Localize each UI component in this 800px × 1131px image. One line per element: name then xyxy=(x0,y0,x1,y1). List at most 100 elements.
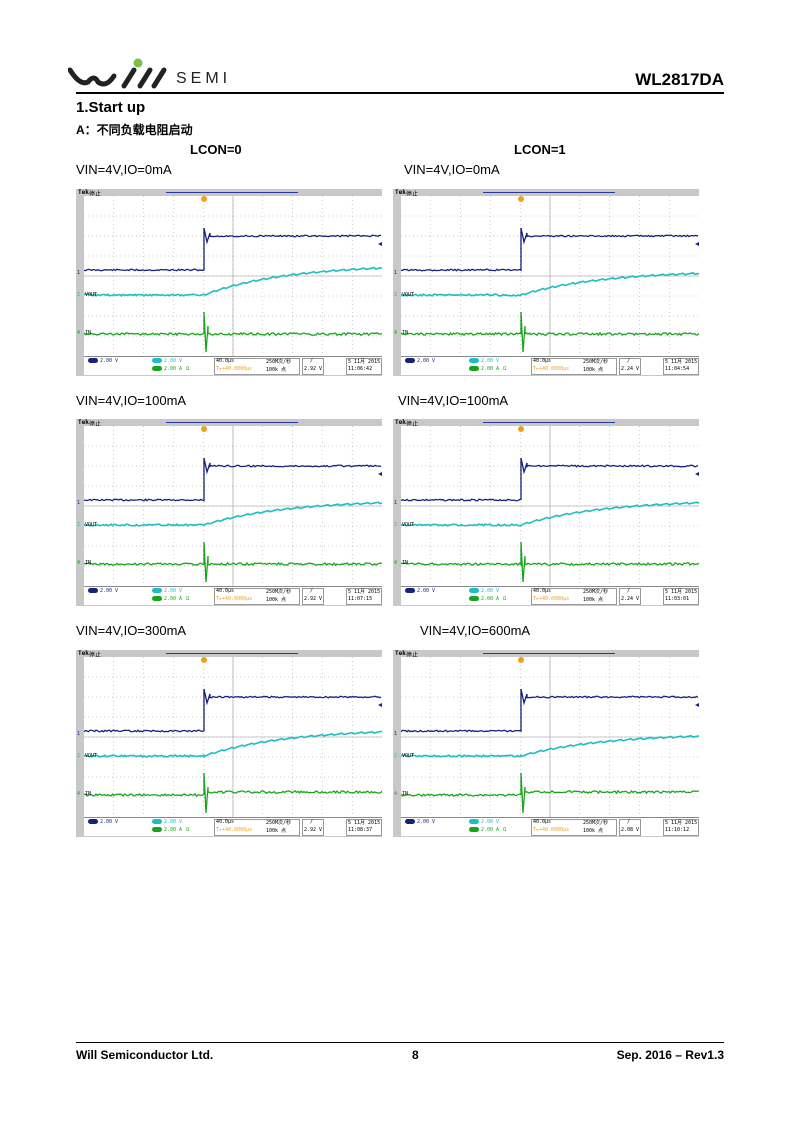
trigger-level: 2.92 V xyxy=(304,366,323,372)
footer-divider xyxy=(76,1042,724,1043)
trigger-level-icon xyxy=(695,242,699,246)
footer-company: Will Semiconductor Ltd. xyxy=(76,1048,214,1062)
ch2-name: VOUT xyxy=(402,522,415,528)
waveform-plot xyxy=(84,657,382,817)
trigger-marker-icon xyxy=(201,657,207,663)
sample-rate: 250M次/秒 xyxy=(266,589,292,595)
scope-caption: VIN=4V,IO=600mA xyxy=(420,623,531,638)
will-logo-icon xyxy=(68,58,167,89)
ch4-scale-value: 2.00 A xyxy=(164,366,183,372)
trigger-level: 2.24 V xyxy=(621,596,640,602)
waveform-plot xyxy=(401,657,699,817)
readout-box xyxy=(531,588,617,605)
ch2-marker: 2 xyxy=(77,522,81,528)
ch2-waveform xyxy=(84,730,382,759)
ch1-marker: 1 xyxy=(77,500,81,506)
ch4-waveform xyxy=(84,311,382,353)
ch1-badge-icon xyxy=(88,819,98,824)
ch1-scale-value: 2.00 V xyxy=(417,358,436,364)
readout-box xyxy=(619,358,641,375)
scope-grid xyxy=(401,196,699,356)
readout-box xyxy=(346,358,382,375)
record-length: 100k 点 xyxy=(583,828,604,834)
trigger-marker-icon xyxy=(518,657,524,663)
trigger-slope: / xyxy=(310,819,314,825)
trigger-slope: / xyxy=(310,358,314,364)
scope-state: 停止 xyxy=(406,421,419,428)
ch2-badge-icon xyxy=(152,358,162,363)
ch2-badge-icon xyxy=(152,819,162,824)
record-length: 100k 点 xyxy=(266,597,287,603)
scope-state: 停止 xyxy=(89,421,102,428)
ch4-marker: 4 xyxy=(394,560,398,566)
trigger-marker-icon xyxy=(201,426,207,432)
readout-box xyxy=(663,819,699,836)
ch4-name: IN xyxy=(402,560,409,566)
ch2-scale: 2.00 V xyxy=(152,358,182,364)
ch2-scale: 2.00 V xyxy=(469,588,499,594)
sample-rate: 250M次/秒 xyxy=(266,359,292,365)
readout-box xyxy=(619,819,641,836)
capture-time: 11:07:15 xyxy=(348,596,373,602)
scope-caption: VIN=4V,IO=0mA xyxy=(404,162,500,177)
ch1-scale-value: 2.00 V xyxy=(417,588,436,594)
ch1-badge-icon xyxy=(88,358,98,363)
ch4-badge-icon xyxy=(152,366,162,371)
ch1-marker: 1 xyxy=(394,270,398,276)
waveform-plot xyxy=(84,426,382,586)
section-subtitle: A：不同负载电阻启动 xyxy=(76,123,193,137)
trigger-position-bar xyxy=(483,422,615,423)
ch1-marker: 1 xyxy=(77,731,81,737)
ch2-name: VOUT xyxy=(402,292,415,298)
ch4-name: IN xyxy=(85,560,92,566)
ch2-scale: 2.00 V xyxy=(469,358,499,364)
capture-time: 11:04:54 xyxy=(665,366,690,372)
readout-box xyxy=(302,358,324,375)
scope-brand: Tek xyxy=(395,419,406,426)
scope-readout-panel: 2.00 V 2.00 V 2.00 A Ω 40.0μs T▸+40.0000μs 250… xyxy=(84,356,382,375)
ch2-name: VOUT xyxy=(85,522,98,528)
waveform-plot xyxy=(401,426,699,586)
scope-readout-panel: 2.00 V 2.00 V 2.00 A Ω 40.0μs T▸+40.0000μs 250… xyxy=(401,586,699,605)
scope-grid xyxy=(84,657,382,817)
ch4-badge-icon xyxy=(469,596,479,601)
ch4-marker: 4 xyxy=(77,791,81,797)
scope-state: 停止 xyxy=(406,191,419,198)
scope-state: 停止 xyxy=(89,652,102,659)
readout-box xyxy=(619,588,641,605)
readout-box xyxy=(346,819,382,836)
ch1-badge-icon xyxy=(405,358,415,363)
ch4-marker: 4 xyxy=(77,560,81,566)
trigger-position-bar xyxy=(483,192,615,193)
trigger-level-icon xyxy=(695,472,699,476)
ch4-name: IN xyxy=(402,330,409,336)
timebase: 40.0μs xyxy=(533,358,552,364)
ch1-scale-value: 2.00 V xyxy=(100,358,119,364)
readout-box xyxy=(302,819,324,836)
capture-time: 11:06:42 xyxy=(348,366,373,372)
ch2-badge-icon xyxy=(469,358,479,363)
scope-brand: Tek xyxy=(395,650,406,657)
ch1-scale: 2.00 V xyxy=(88,819,118,825)
ch4-badge-icon xyxy=(152,827,162,832)
trigger-offset: T▸+40.0000μs xyxy=(216,827,253,833)
ch2-waveform xyxy=(401,501,699,527)
trigger-level: 2.92 V xyxy=(304,827,323,833)
sample-rate: 250M次/秒 xyxy=(266,820,292,826)
ch1-badge-icon xyxy=(405,819,415,824)
readout-box xyxy=(302,588,324,605)
scope-brand: Tek xyxy=(78,650,89,657)
trigger-offset: T▸+40.0000μs xyxy=(216,366,253,372)
scope-caption: VIN=4V,IO=100mA xyxy=(398,393,509,408)
ch1-scale: 2.00 V xyxy=(88,588,118,594)
ch1-waveform xyxy=(84,688,382,733)
ch2-badge-icon xyxy=(469,819,479,824)
scope-state: 停止 xyxy=(406,652,419,659)
scope-caption: VIN=4V,IO=0mA xyxy=(76,162,172,177)
trigger-level-icon xyxy=(378,242,382,246)
record-length: 100k 点 xyxy=(583,597,604,603)
ch1-marker: 1 xyxy=(394,731,398,737)
